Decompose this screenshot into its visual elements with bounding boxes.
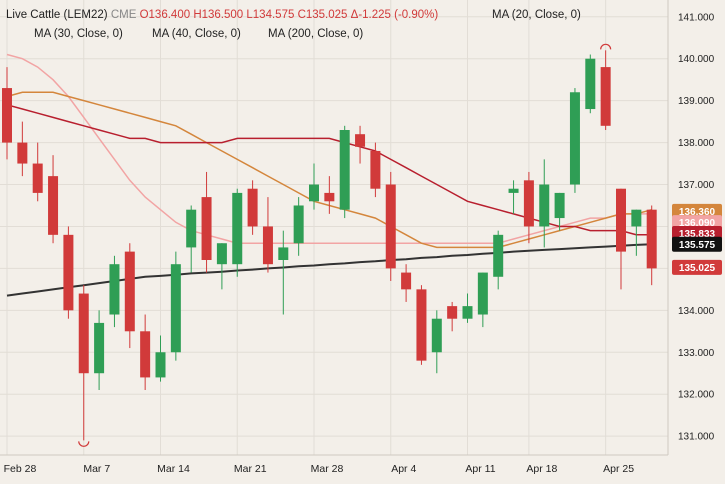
candle-body [186,209,197,248]
y-tick-label: 138.000 [678,138,715,149]
ma200-legend[interactable]: MA (200, Close, 0) [268,28,364,40]
candle-body [94,322,105,374]
candle-body [78,293,89,374]
candle-body [462,306,473,319]
candle-body [232,192,243,265]
candle-body [63,234,74,311]
x-tick-label: Apr 18 [526,463,557,475]
candle-body [32,163,43,193]
change-value: Δ-1.225 (-0.90%) [350,9,439,21]
ma30-legend[interactable]: MA (30, Close, 0) [34,28,123,40]
x-tick-label: Mar 14 [157,463,190,475]
candle-body [201,197,212,260]
x-tick-label: Feb 28 [4,463,37,475]
price-badge [672,203,722,219]
price-badge [672,236,722,252]
legend-row-1: Live Cattle (LEM22) CME O136.400 H136.50… [6,9,438,21]
candle-body [539,184,550,227]
ma40-legend[interactable]: MA (40, Close, 0) [152,28,241,40]
candle-body [293,205,304,244]
price-badge-label: 135.575 [679,240,716,251]
x-tick-label: Mar 7 [83,463,110,475]
candle-body [262,226,273,265]
price-badge-label: 136.090 [679,218,716,229]
low-marker [78,441,90,447]
candle-body [616,188,626,252]
candle-body [447,306,458,319]
candle-body [109,264,120,315]
price-badge [672,259,722,275]
candle-body [216,243,227,265]
candle-body [170,264,181,353]
ma20-legend[interactable]: MA (20, Close, 0) [492,9,581,21]
ma200-line [6,243,652,297]
y-tick-label: 141.000 [678,12,715,23]
candle-body [416,289,427,361]
candle-body [600,67,611,126]
candle-body [431,318,442,353]
price-badge-label: 135.025 [679,263,716,274]
price-badge-label: 136.360 [679,207,716,218]
y-tick-label: 137.000 [678,180,715,191]
exchange-label: CME [110,9,137,21]
x-tick-label: Apr 11 [465,463,495,475]
x-tick-label: Apr 4 [391,463,416,475]
candle-body [370,150,381,189]
x-tick-label: Mar 21 [234,463,267,475]
candle-body [493,234,504,277]
candle-body [385,184,396,269]
y-tick-label: 139.000 [678,96,715,107]
candle-body [140,331,151,378]
candle-body [155,352,166,378]
candle-body [339,130,350,210]
y-tick-label: 140.000 [678,54,715,65]
y-tick-label: 134.000 [678,306,715,317]
price-badge-label: 135.833 [679,229,716,240]
y-tick-label: 131.000 [678,432,715,443]
low-value: L134.575 [246,9,295,21]
candle-body [17,142,28,164]
candle-body [508,188,519,193]
candle-body [309,184,319,202]
candle-body [48,176,59,235]
high-marker [600,43,612,50]
candle-body [523,180,534,227]
candle-body [646,209,657,269]
candle-body [554,192,565,219]
candle-body [477,272,488,315]
high-value: H136.500 [193,9,244,21]
ma20-line [6,91,652,249]
close-value: C135.025 [297,9,348,21]
candle-body [278,247,289,260]
y-tick-label: 133.000 [678,348,715,359]
symbol-label: Live Cattle (LEM22) [6,9,108,21]
candle-body [631,209,642,227]
candle-body [401,272,412,290]
candle-body [585,58,596,110]
x-tick-label: Mar 28 [311,463,344,475]
open-value: O136.400 [139,9,191,21]
candle-body [324,192,335,202]
candle-body [355,134,366,147]
candle-body [124,251,135,332]
candle-body [247,188,258,227]
x-tick-label: Apr 25 [603,463,634,475]
candle-body [2,88,12,143]
y-tick-label: 132.000 [678,390,715,401]
candle-body [569,92,580,185]
